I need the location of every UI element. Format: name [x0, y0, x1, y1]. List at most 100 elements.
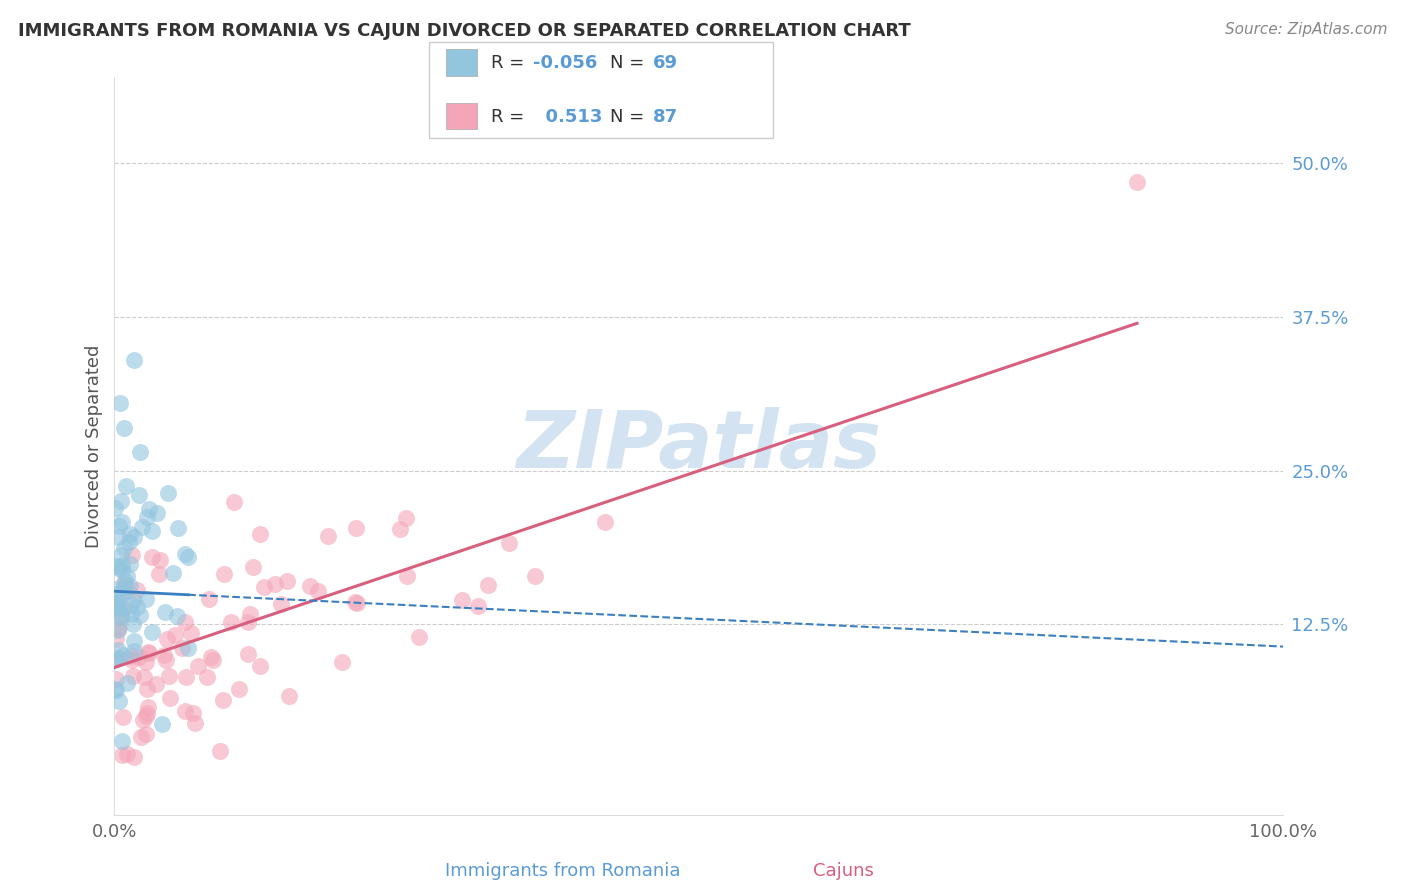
Point — [236, 647, 259, 661]
Text: R =: R = — [491, 54, 530, 72]
Point — [129, 608, 152, 623]
Point — [105, 559, 128, 574]
Point — [1126, 175, 1149, 189]
Point — [105, 582, 128, 596]
Point — [145, 506, 167, 520]
Point — [162, 566, 184, 580]
Point — [120, 598, 142, 612]
Point — [141, 524, 163, 538]
Point — [174, 615, 197, 629]
Point — [451, 593, 474, 607]
Point — [115, 479, 138, 493]
Point — [128, 488, 150, 502]
Point — [138, 646, 160, 660]
Point — [344, 521, 367, 535]
Point — [122, 634, 145, 648]
Point — [112, 602, 135, 616]
Point — [127, 600, 149, 615]
Point — [108, 694, 131, 708]
Point — [148, 566, 170, 581]
Point — [107, 600, 129, 615]
Point — [104, 651, 127, 665]
Point — [211, 693, 233, 707]
Point — [110, 396, 132, 410]
Point — [174, 704, 197, 718]
Point — [249, 658, 271, 673]
Point — [121, 653, 143, 667]
Point — [177, 641, 200, 656]
Point — [395, 511, 418, 525]
Point — [121, 669, 143, 683]
Point — [104, 632, 127, 646]
Point — [120, 607, 142, 622]
Point — [124, 352, 146, 367]
Point — [111, 748, 134, 763]
Point — [117, 584, 139, 599]
Point — [104, 672, 127, 686]
Point — [141, 625, 163, 640]
Text: N =: N = — [610, 54, 650, 72]
Point — [200, 650, 222, 665]
Point — [122, 644, 145, 658]
Point — [346, 596, 368, 610]
Point — [263, 577, 285, 591]
Point — [330, 655, 353, 669]
Point — [299, 579, 322, 593]
Point — [131, 520, 153, 534]
Point — [149, 553, 172, 567]
Point — [111, 648, 134, 662]
Point — [111, 734, 134, 748]
Point — [157, 485, 180, 500]
Point — [187, 659, 209, 673]
Point — [135, 510, 157, 524]
Point — [120, 648, 142, 663]
Point — [107, 642, 129, 657]
Point — [115, 568, 138, 582]
Point — [153, 606, 176, 620]
Point — [104, 500, 127, 515]
Point — [107, 619, 129, 633]
Point — [212, 566, 235, 581]
Point — [134, 670, 156, 684]
Point — [198, 592, 221, 607]
Point — [107, 650, 129, 665]
Point — [236, 615, 259, 629]
Point — [136, 706, 159, 721]
Point — [498, 536, 520, 550]
Text: Cajuns: Cajuns — [813, 862, 875, 880]
Point — [174, 547, 197, 561]
Point — [107, 530, 129, 544]
Text: 0.513: 0.513 — [533, 108, 602, 126]
Point — [174, 670, 197, 684]
Point — [110, 549, 132, 563]
Point — [219, 615, 242, 630]
Point — [128, 650, 150, 665]
Point — [110, 610, 132, 624]
Point — [242, 559, 264, 574]
Point — [593, 516, 616, 530]
Point — [108, 519, 131, 533]
Point — [104, 598, 127, 612]
Point — [129, 730, 152, 744]
Text: Source: ZipAtlas.com: Source: ZipAtlas.com — [1225, 22, 1388, 37]
Point — [166, 609, 188, 624]
Point — [184, 716, 207, 731]
Point — [224, 495, 246, 509]
Text: -0.056: -0.056 — [533, 54, 598, 72]
Point — [111, 515, 134, 529]
Point — [307, 583, 329, 598]
Point — [135, 655, 157, 669]
Point — [104, 682, 127, 697]
Point — [159, 691, 181, 706]
Point — [104, 681, 127, 696]
Point — [138, 700, 160, 714]
Point — [112, 541, 135, 556]
Text: Immigrants from Romania: Immigrants from Romania — [444, 862, 681, 880]
Point — [111, 558, 134, 572]
Point — [135, 709, 157, 723]
Point — [107, 585, 129, 599]
Point — [141, 549, 163, 564]
Point — [122, 592, 145, 607]
Point — [112, 421, 135, 435]
Point — [166, 520, 188, 534]
